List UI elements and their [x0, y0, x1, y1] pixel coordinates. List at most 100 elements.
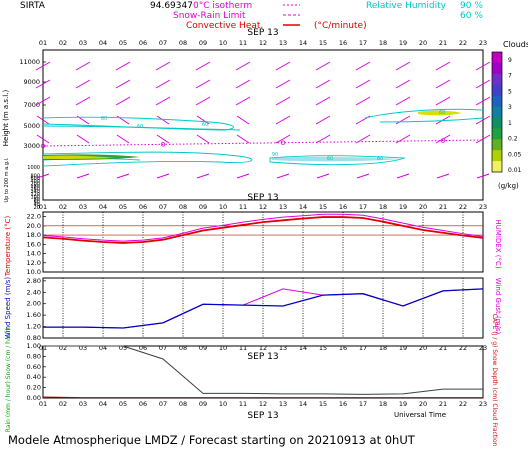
panel1-ytick-low-label: 80 [34, 197, 40, 203]
panel4-hour-label: 03 [79, 400, 87, 408]
wind-arrow [395, 79, 411, 89]
panel1-hour-label: 10 [219, 39, 227, 47]
panel4-hour-label: 13 [279, 400, 287, 408]
wind-arrow [275, 134, 291, 144]
panel1-hour-label: 02 [59, 39, 67, 47]
panel2-ytick-label: 18.0 [27, 231, 41, 239]
panel4-hour-label-top: 20 [419, 344, 427, 352]
panel1-hour-label: 08 [179, 39, 187, 47]
panel4-hour-label: 19 [399, 400, 407, 408]
panel1-ytick-low-label: 400 [30, 179, 40, 185]
colorbar-tick-label: 9 [508, 57, 512, 64]
wind-arrow [236, 115, 250, 125]
panel1-hour-label: 05 [119, 39, 127, 47]
panel4-hour-label: 11 [239, 400, 247, 408]
panel2-hour-label: 22 [459, 203, 467, 211]
isotherm-marker [440, 138, 446, 143]
legend-snow-rain-label: Snow-Rain Limit [173, 11, 246, 21]
panel4-hour-label: 20 [419, 400, 427, 408]
legend-rh-90: 90 % [460, 1, 483, 11]
wind-arrow [196, 134, 210, 144]
panel1-hour-label: 09 [199, 39, 207, 47]
panel2-hour-label: 09 [199, 203, 207, 211]
panel1-ylabel-low: Up to 200 m a.g.l. [4, 157, 10, 202]
wind-arrow [75, 96, 91, 106]
panel4-hour-label-top: 09 [199, 344, 207, 352]
panel1-ytick-label: 3000 [23, 142, 40, 150]
panel1-ytick-low-label: 100 [30, 194, 40, 200]
panel2-hour-label: 06 [139, 203, 147, 211]
panel1-hour-label: 23 [479, 39, 487, 47]
panel2-date-title: SEP 13 [247, 193, 278, 203]
wind-arrow [435, 96, 451, 106]
cloud-fraction-line [43, 345, 483, 395]
panel4-bottom-date: SEP 13 [247, 411, 278, 421]
panel2-ylabel: Temperature (°C) [4, 216, 12, 278]
panel4-hour-label-top: 17 [359, 344, 367, 352]
legend-isotherm-label: 0°C isotherm [193, 1, 252, 11]
legend-convective-label: Convective Heat. [186, 21, 263, 31]
panel4-hour-label-top: 18 [379, 344, 387, 352]
panel4-hour-label: 17 [359, 400, 367, 408]
wind-arrow [395, 61, 411, 71]
wind-arrow [115, 96, 131, 106]
panel1-hour-label: 20 [419, 39, 427, 47]
wind-arrow [475, 134, 491, 144]
panel1-ylabel: Height (m a.s.l.) [2, 90, 10, 147]
wind-arrow [355, 96, 371, 106]
panel4-hour-label: 23 [479, 400, 487, 408]
temperature-line [42, 216, 484, 244]
wind-arrow [155, 79, 171, 89]
panel4-hour-label-top: 14 [299, 344, 307, 352]
panel4-xlabel: Universal Time [394, 411, 446, 419]
cloud-fill-low [272, 156, 402, 162]
panel1-hour-label: 03 [79, 39, 87, 47]
cloud-fill-high [418, 110, 462, 116]
panel1-hour-label: 06 [139, 39, 147, 47]
panel1-hour-label: 21 [439, 39, 447, 47]
colorbar-title: Clouds [503, 40, 528, 49]
panel1-ytick-label: 11000 [19, 58, 40, 66]
panel4-hour-label-top: 06 [139, 344, 147, 352]
panel1-ytick-low-label: 200 [30, 181, 40, 187]
panel1-hour-label: 15 [319, 39, 327, 47]
wind-arrow [475, 96, 491, 106]
wind-arrow [75, 79, 91, 89]
wind-arrow [156, 115, 170, 125]
rh-contour [42, 151, 253, 167]
panel4-hour-label-top: 12 [259, 344, 267, 352]
wind-arrow [196, 115, 210, 125]
panel4-ytick-label: 0.60 [27, 363, 41, 371]
wind-arrow-low [196, 173, 210, 179]
contour-label: 90 [272, 152, 278, 158]
colorbar-swatch [492, 84, 502, 97]
wind-arrow-low [236, 173, 250, 179]
panel2-hour-label: 11 [239, 203, 247, 211]
rain-line [42, 396, 483, 398]
wind-arrow [35, 79, 51, 89]
panel2-ytick-label: 14.0 [27, 250, 41, 258]
wind-arrow [155, 96, 171, 106]
panel3-ytick-label: 0.80 [27, 334, 41, 342]
contour-label: 60 [137, 124, 143, 130]
wind-arrow [75, 61, 91, 71]
wind-arrow [315, 61, 331, 71]
wind-arrow [275, 115, 291, 125]
panel2-hour-label: 23 [479, 203, 487, 211]
isotherm-line [42, 139, 484, 147]
panel2-hour-label: 17 [359, 203, 367, 211]
colorbar-swatch [492, 139, 502, 151]
panel2-hour-label: 13 [279, 203, 287, 211]
colorbar-swatch [492, 52, 502, 64]
panel4-ytick-label: 0.00 [27, 394, 41, 402]
wind-arrow-low [316, 173, 330, 179]
panel2-ytick-label: 20.0 [27, 222, 41, 230]
panel3-ytick-label: 2.00 [27, 300, 41, 308]
panel3-ytick-label: 2.80 [27, 277, 41, 285]
panel4-hour-label-top: 16 [339, 344, 347, 352]
panel4-hour-label-top: 03 [79, 344, 87, 352]
wind-arrow-low [116, 173, 130, 179]
wind-arrow [395, 96, 411, 106]
panel2-hour-label: 02 [59, 203, 67, 211]
